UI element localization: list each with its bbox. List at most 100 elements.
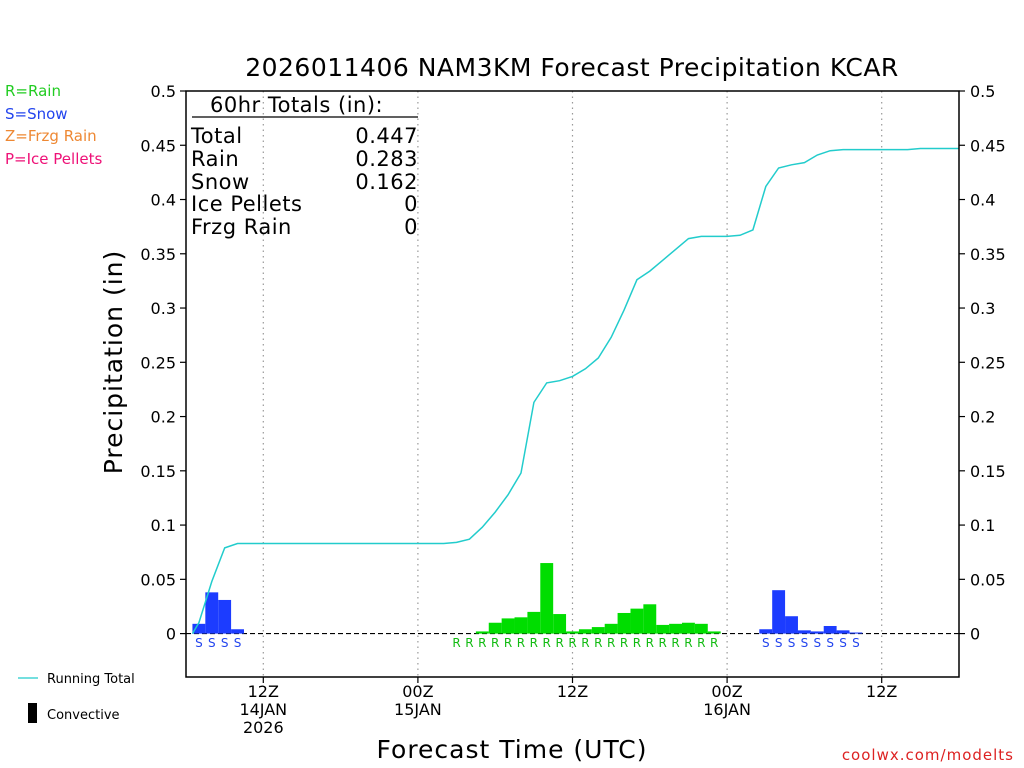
rain-type-marker: R xyxy=(530,636,538,650)
rain-type-marker: R xyxy=(646,636,654,650)
legend-rain: R=Rain xyxy=(5,82,61,100)
snow-bar xyxy=(823,625,837,634)
rain-type-marker: R xyxy=(671,636,679,650)
rain-type-marker: R xyxy=(607,636,615,650)
y-tick-label-right: 0.25 xyxy=(970,353,1006,372)
y-tick-label-left: 0.5 xyxy=(151,82,176,101)
rain-bar xyxy=(578,629,592,634)
x-tick-label: 12Z xyxy=(248,682,279,701)
snow-bar xyxy=(785,616,798,634)
snow-type-marker: S xyxy=(762,636,770,650)
precip-type-legend: R=Rain S=Snow Z=Frzg Rain P=Ice Pellets xyxy=(5,82,102,168)
y-tick-label-left: 0.3 xyxy=(151,299,176,318)
totals-total-label: Total xyxy=(190,124,243,148)
snow-bar xyxy=(192,623,206,634)
y-tick-label-right: 0.1 xyxy=(970,516,995,535)
rain-type-marker: R xyxy=(504,636,512,650)
rain-bar xyxy=(694,623,708,634)
y-tick-label-left: 0.45 xyxy=(140,136,176,155)
rain-bar xyxy=(566,631,579,634)
rain-bar xyxy=(540,563,554,634)
rain-bar xyxy=(527,611,541,634)
y-axis-label: Precipitation (in) xyxy=(99,250,128,475)
rain-type-marker: R xyxy=(452,636,460,650)
totals-header: 60hr Totals (in): xyxy=(210,93,383,117)
rain-bar xyxy=(501,618,515,634)
snow-bar xyxy=(810,631,824,634)
snow-type-marker: S xyxy=(801,636,809,650)
rain-type-marker: R xyxy=(710,636,718,650)
y-tick-label-left: 0.25 xyxy=(140,353,176,372)
snow-type-marker: S xyxy=(221,636,229,650)
totals-total-value: 0.447 xyxy=(355,124,418,148)
rain-bar xyxy=(514,617,528,634)
rain-type-marker: R xyxy=(478,636,486,650)
x-tick-label: 16JAN xyxy=(703,700,751,719)
snow-bar xyxy=(759,629,773,634)
snow-bar xyxy=(231,629,244,634)
y-tick-label-right: 0.3 xyxy=(970,299,995,318)
rain-type-marker: R xyxy=(581,636,589,650)
rain-bar xyxy=(488,622,502,634)
snow-type-marker: S xyxy=(852,636,860,650)
running-total-legend-label: Running Total xyxy=(47,672,135,687)
rain-bar xyxy=(617,612,631,634)
legend-snow: S=Snow xyxy=(5,105,68,123)
rain-type-marker: R xyxy=(594,636,602,650)
rain-bar xyxy=(669,623,683,634)
line-legend: Running Total Convective xyxy=(18,672,135,723)
y-tick-label-right: 0 xyxy=(970,625,980,644)
rain-type-marker: R xyxy=(465,636,473,650)
y-tick-label-left: 0.05 xyxy=(140,570,176,589)
y-tick-label-right: 0.35 xyxy=(970,245,1006,264)
x-tick-label: 15JAN xyxy=(394,700,442,719)
totals-frzg-rain-value: 0 xyxy=(404,215,418,239)
rain-type-marker: R xyxy=(517,636,525,650)
totals-ice-pellets-label: Ice Pellets xyxy=(191,192,302,216)
x-tick-label: 12Z xyxy=(557,682,588,701)
snow-type-marker: S xyxy=(775,636,783,650)
totals-ice-pellets-value: 0 xyxy=(404,192,418,216)
snow-type-marker: S xyxy=(826,636,834,650)
rain-type-marker: R xyxy=(620,636,628,650)
convective-legend-swatch xyxy=(28,703,37,723)
totals-rain-label: Rain xyxy=(191,147,239,171)
x-tick-label: 2026 xyxy=(243,718,284,737)
rain-bar xyxy=(475,631,489,634)
credit-text: coolwx.com/modelts xyxy=(842,746,1014,764)
snow-type-marker: S xyxy=(813,636,821,650)
y-tick-label-left: 0.1 xyxy=(151,516,176,535)
y-tick-label-left: 0.35 xyxy=(140,245,176,264)
rain-bar xyxy=(643,604,657,634)
totals-snow-label: Snow xyxy=(191,170,250,194)
totals-snow-value: 0.162 xyxy=(355,170,418,194)
legend-frzg-rain: Z=Frzg Rain xyxy=(5,127,97,145)
convective-legend-label: Convective xyxy=(47,708,120,723)
totals-frzg-rain-label: Frzg Rain xyxy=(191,215,292,239)
chart-title: 2026011406 NAM3KM Forecast Precipitation… xyxy=(245,53,899,82)
y-tick-label-right: 0.2 xyxy=(970,408,995,427)
rain-type-marker: R xyxy=(633,636,641,650)
y-tick-label-right: 0.4 xyxy=(970,191,995,210)
y-tick-label-right: 0.45 xyxy=(970,136,1006,155)
rain-bar xyxy=(656,624,670,634)
snow-bar xyxy=(218,599,232,634)
rain-type-marker: R xyxy=(543,636,551,650)
totals-rain-value: 0.283 xyxy=(355,147,418,171)
y-tick-label-left: 0 xyxy=(166,625,176,644)
x-tick-label: 00Z xyxy=(711,682,742,701)
x-tick-label: 00Z xyxy=(402,682,433,701)
plot-frame xyxy=(185,90,960,678)
rain-bar xyxy=(604,623,618,634)
rain-type-marker: R xyxy=(491,636,499,650)
snow-type-marker: S xyxy=(788,636,796,650)
rain-type-marker: R xyxy=(684,636,692,650)
y-tick-label-left: 0.4 xyxy=(151,191,176,210)
y-tick-label-right: 0.15 xyxy=(970,462,1006,481)
rain-bar xyxy=(707,631,721,634)
snow-bar xyxy=(205,592,219,634)
y-tick-label-right: 0.05 xyxy=(970,570,1006,589)
running-total-line xyxy=(191,147,959,634)
x-tick-label: 14JAN xyxy=(239,700,287,719)
